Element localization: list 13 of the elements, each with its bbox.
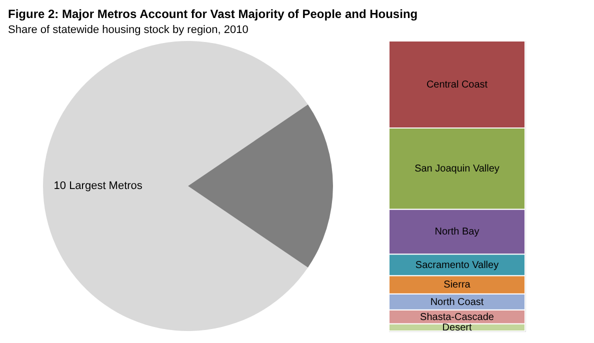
series-label: Sacramento Valley bbox=[415, 260, 499, 271]
series-label: Sierra bbox=[444, 280, 471, 291]
chart-title: Figure 2: Major Metros Account for Vast Majority of People and Housing bbox=[8, 7, 418, 21]
series-label: Shasta-Cascade bbox=[420, 312, 494, 323]
series-label: San Joaquin Valley bbox=[414, 164, 500, 175]
series-label: Central Coast bbox=[426, 80, 488, 90]
chart-subtitle: Share of statewide housing stock by region, 2010 bbox=[8, 24, 248, 36]
pie-slice bbox=[188, 104, 333, 268]
slice-label: 10 Largest Metros bbox=[54, 180, 143, 192]
series-label: North Bay bbox=[434, 226, 480, 238]
pie-slice bbox=[43, 41, 308, 331]
series-label: North Coast bbox=[430, 296, 484, 308]
series-label: Desert bbox=[442, 322, 472, 334]
